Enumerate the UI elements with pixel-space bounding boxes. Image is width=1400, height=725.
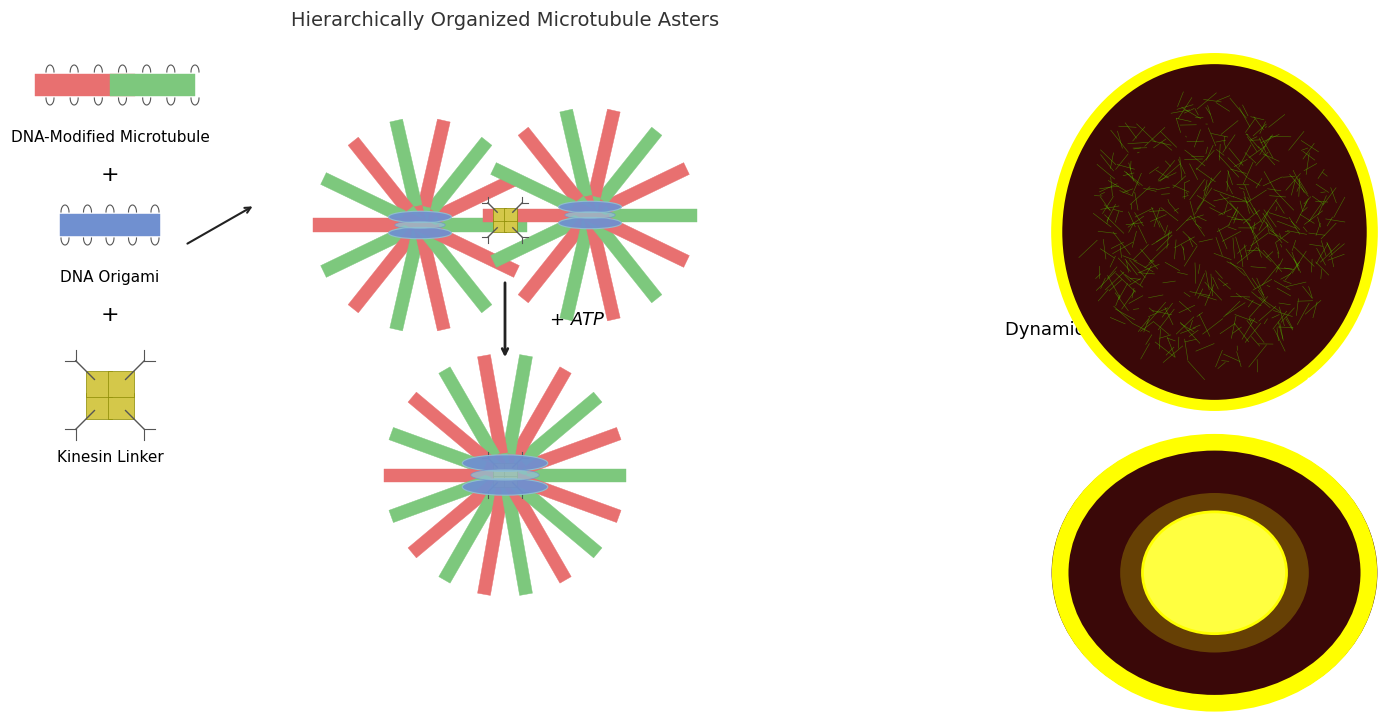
Text: Kinesin Linker: Kinesin Linker <box>56 450 164 465</box>
Polygon shape <box>490 162 610 229</box>
Polygon shape <box>571 209 697 222</box>
Ellipse shape <box>559 218 622 229</box>
Bar <box>504 474 517 487</box>
Ellipse shape <box>395 221 445 229</box>
Polygon shape <box>570 162 689 229</box>
Text: + ATP: + ATP <box>550 311 603 329</box>
Polygon shape <box>518 127 606 234</box>
Polygon shape <box>518 196 606 303</box>
Polygon shape <box>400 173 519 239</box>
Polygon shape <box>384 468 526 481</box>
Polygon shape <box>438 453 521 583</box>
Polygon shape <box>314 218 440 231</box>
Polygon shape <box>570 201 689 268</box>
Polygon shape <box>560 195 601 321</box>
Polygon shape <box>483 209 609 222</box>
Polygon shape <box>573 196 662 303</box>
Polygon shape <box>483 462 622 523</box>
Text: DNA-Modified Microtubule: DNA-Modified Microtubule <box>11 130 210 145</box>
Text: +: + <box>101 165 119 185</box>
Ellipse shape <box>389 211 451 223</box>
Ellipse shape <box>564 211 615 219</box>
Polygon shape <box>402 218 526 231</box>
Polygon shape <box>409 119 451 245</box>
Polygon shape <box>477 355 515 497</box>
Polygon shape <box>109 74 195 96</box>
Polygon shape <box>409 205 451 331</box>
Text: +: + <box>101 305 119 325</box>
Text: Dynamic Contraction: Dynamic Contraction <box>1005 321 1196 339</box>
Ellipse shape <box>559 202 622 212</box>
Circle shape <box>1142 512 1287 634</box>
Bar <box>493 463 507 476</box>
Polygon shape <box>407 392 525 494</box>
Polygon shape <box>484 392 602 494</box>
Polygon shape <box>321 211 440 278</box>
Bar <box>85 393 112 419</box>
Polygon shape <box>560 109 601 235</box>
Polygon shape <box>407 456 525 558</box>
Polygon shape <box>389 119 431 245</box>
Bar <box>493 219 507 232</box>
Circle shape <box>1120 493 1309 652</box>
Bar <box>504 219 517 232</box>
Polygon shape <box>580 109 620 235</box>
Ellipse shape <box>389 228 451 239</box>
Polygon shape <box>489 453 571 583</box>
Ellipse shape <box>462 455 547 471</box>
Circle shape <box>1051 435 1378 710</box>
Polygon shape <box>494 355 532 497</box>
Polygon shape <box>349 206 437 312</box>
Polygon shape <box>573 127 662 234</box>
Polygon shape <box>389 462 528 523</box>
Polygon shape <box>389 205 431 331</box>
Bar <box>108 393 134 419</box>
Circle shape <box>1056 57 1373 407</box>
Bar <box>493 208 507 221</box>
Polygon shape <box>490 201 610 268</box>
Polygon shape <box>321 173 440 239</box>
Polygon shape <box>438 367 521 497</box>
Text: Hierarchically Organized Microtubule Asters: Hierarchically Organized Microtubule Ast… <box>291 10 720 30</box>
Polygon shape <box>400 211 519 278</box>
Text: DNA Origami: DNA Origami <box>60 270 160 285</box>
Polygon shape <box>403 206 491 312</box>
Bar <box>85 370 112 397</box>
Polygon shape <box>483 468 626 481</box>
Bar <box>504 463 517 476</box>
Polygon shape <box>349 137 437 244</box>
Polygon shape <box>389 428 528 489</box>
Polygon shape <box>35 74 134 96</box>
Bar <box>493 474 507 487</box>
Polygon shape <box>483 428 622 489</box>
Polygon shape <box>580 195 620 321</box>
Bar <box>108 370 134 397</box>
Polygon shape <box>484 456 602 558</box>
Polygon shape <box>477 453 515 595</box>
Bar <box>504 208 517 221</box>
Ellipse shape <box>470 469 539 481</box>
Polygon shape <box>494 453 532 595</box>
Polygon shape <box>489 367 571 497</box>
Polygon shape <box>403 137 491 244</box>
Ellipse shape <box>462 478 547 495</box>
Polygon shape <box>60 214 160 236</box>
